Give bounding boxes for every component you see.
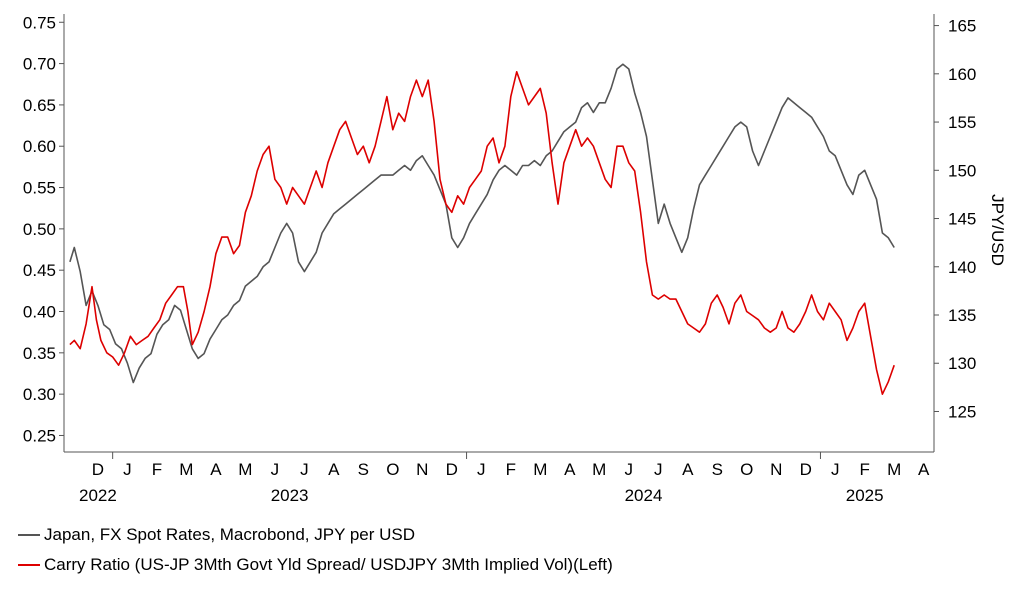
legend-swatch-fx-spot [18,534,40,536]
x-month-label: J [654,460,663,479]
x-month-label: F [506,460,516,479]
x-month-label: O [386,460,399,479]
x-year-label: 2025 [846,486,884,505]
right-tick-label: 165 [948,17,976,36]
chart: 0.25 0.30 0.35 0.40 0.45 0.50 0.55 0.60 0.65 0.70… [23,13,1007,505]
x-month-label: A [682,460,694,479]
left-tick-label: 0.30 [23,385,56,404]
legend-item-fx-spot: Japan, FX Spot Rates, Macrobond, JPY per… [18,520,613,550]
x-month-label: A [210,460,222,479]
x-month-label: M [179,460,193,479]
right-tick-label: 160 [948,65,976,84]
x-month-label: M [887,460,901,479]
legend: Japan, FX Spot Rates, Macrobond, JPY per… [18,520,613,580]
left-tick-label: 0.45 [23,261,56,280]
x-year-label: 2024 [625,486,663,505]
x-month-label: J [477,460,486,479]
right-tick-label: 145 [948,210,976,229]
legend-item-carry-ratio: Carry Ratio (US-JP 3Mth Govt Yld Spread/… [18,550,613,580]
left-tick-label: 0.65 [23,96,56,115]
x-month-label: N [770,460,782,479]
right-tick-label: 150 [948,161,976,180]
series-line-carry-ratio [69,71,895,395]
left-tick-label: 0.70 [23,55,56,74]
left-tick-label: 0.25 [23,426,56,445]
right-tick-label: 125 [948,402,976,421]
left-tick-label: 0.60 [23,137,56,156]
right-axis-ticks: 125 130 135 140 145 150 155 160 165 [934,17,976,421]
right-tick-label: 130 [948,354,976,373]
right-tick-label: 155 [948,113,976,132]
legend-label-fx-spot: Japan, FX Spot Rates, Macrobond, JPY per… [44,525,416,544]
series-line-fx-spot [69,63,895,384]
right-axis-title: JPY/USD [988,194,1007,266]
x-month-label: M [533,460,547,479]
x-month-label: D [92,460,104,479]
legend-swatch-carry-ratio [18,564,40,566]
left-tick-label: 0.75 [23,13,56,32]
x-month-label: J [271,460,280,479]
x-month-label: J [831,460,840,479]
x-month-label: M [592,460,606,479]
x-month-label: F [859,460,869,479]
right-tick-label: 140 [948,258,976,277]
x-month-label: N [416,460,428,479]
right-tick-label: 135 [948,306,976,325]
left-tick-label: 0.50 [23,220,56,239]
x-month-label: J [300,460,309,479]
x-month-label: A [918,460,930,479]
x-month-label: D [800,460,812,479]
left-axis-ticks: 0.25 0.30 0.35 0.40 0.45 0.50 0.55 0.60 0.65 0.70… [23,13,64,445]
x-month-label: M [238,460,252,479]
left-tick-label: 0.40 [23,303,56,322]
x-year-label: 2023 [271,486,309,505]
left-tick-label: 0.55 [23,179,56,198]
left-tick-label: 0.35 [23,344,56,363]
x-month-label: J [123,460,132,479]
legend-label-carry-ratio: Carry Ratio (US-JP 3Mth Govt Yld Spread/… [44,555,613,574]
x-month-label: F [152,460,162,479]
x-month-label: O [740,460,753,479]
x-month-label: A [564,460,576,479]
x-month-label: J [625,460,634,479]
x-month-label: S [712,460,723,479]
x-month-label: A [328,460,340,479]
x-month-label: D [446,460,458,479]
plot-lines [69,63,895,395]
x-year-label: 2022 [79,486,117,505]
x-month-label: S [358,460,369,479]
